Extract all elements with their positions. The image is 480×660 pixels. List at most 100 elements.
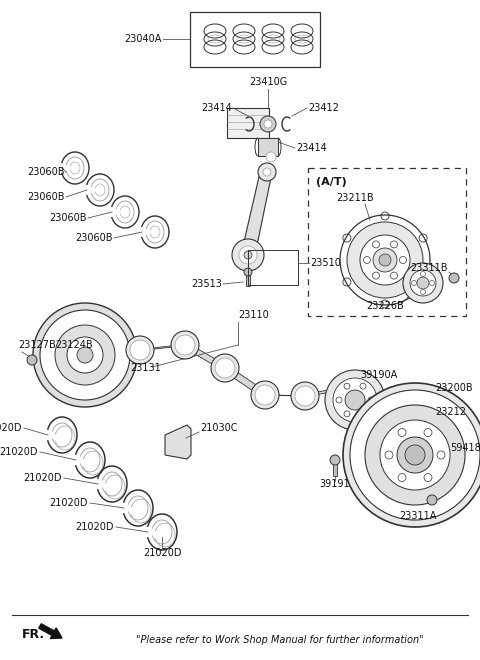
Circle shape [33, 303, 137, 407]
Circle shape [360, 235, 410, 285]
Circle shape [380, 420, 450, 490]
Circle shape [264, 120, 272, 128]
Circle shape [295, 386, 315, 406]
Bar [258, 138, 278, 156]
Circle shape [379, 254, 391, 266]
Text: 21020D: 21020D [24, 473, 62, 483]
Text: 23212: 23212 [435, 407, 466, 417]
Circle shape [336, 397, 342, 403]
Circle shape [266, 152, 276, 162]
Text: 23410G: 23410G [249, 77, 287, 87]
Circle shape [427, 495, 437, 505]
Bar [246, 272, 250, 286]
Circle shape [239, 246, 257, 264]
Text: 23124B: 23124B [55, 340, 93, 350]
Text: 23110: 23110 [238, 310, 269, 320]
Circle shape [398, 428, 406, 436]
Polygon shape [241, 168, 273, 255]
Text: 23060B: 23060B [27, 192, 65, 202]
Text: 23311A: 23311A [399, 511, 437, 521]
Circle shape [350, 390, 480, 520]
Circle shape [372, 272, 380, 279]
Text: 23226B: 23226B [366, 301, 404, 311]
Polygon shape [299, 387, 354, 396]
Text: 23311B: 23311B [410, 263, 448, 273]
Circle shape [410, 270, 436, 296]
Circle shape [77, 347, 93, 363]
Circle shape [171, 331, 199, 359]
Text: 39191: 39191 [320, 479, 350, 489]
Circle shape [420, 290, 425, 294]
Polygon shape [179, 345, 231, 368]
Circle shape [449, 273, 459, 283]
Text: (A/T): (A/T) [316, 177, 347, 187]
Circle shape [175, 335, 195, 355]
Polygon shape [134, 345, 191, 350]
Circle shape [325, 370, 385, 430]
Circle shape [255, 385, 275, 405]
Circle shape [398, 473, 406, 482]
Circle shape [397, 437, 433, 473]
Circle shape [291, 382, 319, 410]
Circle shape [215, 358, 235, 378]
Text: 23060B: 23060B [27, 167, 65, 177]
Circle shape [344, 411, 350, 417]
Circle shape [244, 268, 252, 276]
Text: 21020D: 21020D [0, 423, 22, 433]
Text: 21020D: 21020D [0, 447, 38, 457]
Text: 21020D: 21020D [49, 498, 88, 508]
Polygon shape [259, 395, 311, 396]
Text: 21020D: 21020D [75, 522, 114, 532]
Circle shape [40, 310, 130, 400]
Text: 23414: 23414 [296, 143, 327, 153]
Bar [333, 460, 337, 476]
Circle shape [399, 257, 407, 263]
Circle shape [372, 241, 380, 248]
Circle shape [330, 455, 340, 465]
Circle shape [363, 257, 371, 263]
Circle shape [130, 340, 150, 360]
Bar [190, 12, 320, 67]
Circle shape [391, 241, 397, 248]
Circle shape [258, 163, 276, 181]
Circle shape [430, 280, 434, 286]
Text: 23510: 23510 [310, 258, 341, 268]
Text: 23060B: 23060B [75, 233, 113, 243]
Circle shape [333, 378, 377, 422]
Circle shape [405, 445, 425, 465]
Circle shape [347, 222, 423, 298]
Circle shape [232, 239, 264, 271]
Text: FR.: FR. [22, 628, 45, 642]
Circle shape [360, 411, 366, 417]
Circle shape [368, 397, 374, 403]
Circle shape [424, 473, 432, 482]
Circle shape [385, 451, 393, 459]
Text: 59418: 59418 [450, 443, 480, 453]
Text: "Please refer to Work Shop Manual for further information": "Please refer to Work Shop Manual for fu… [136, 635, 424, 645]
Text: 23131: 23131 [130, 363, 161, 373]
Circle shape [334, 373, 362, 401]
Circle shape [345, 390, 365, 410]
Circle shape [344, 383, 350, 389]
Text: 39190A: 39190A [360, 370, 397, 380]
Circle shape [67, 337, 103, 373]
Text: 23200B: 23200B [435, 383, 473, 393]
Circle shape [420, 271, 425, 277]
Circle shape [260, 116, 276, 132]
Circle shape [365, 405, 465, 505]
Circle shape [391, 272, 397, 279]
Text: 23060B: 23060B [49, 213, 87, 223]
Text: 23513: 23513 [191, 279, 222, 289]
Text: 23211B: 23211B [336, 193, 374, 203]
Circle shape [403, 263, 443, 303]
Text: 21020D: 21020D [143, 548, 181, 558]
Circle shape [343, 383, 480, 527]
FancyArrow shape [39, 624, 62, 638]
Circle shape [244, 251, 252, 259]
Circle shape [55, 325, 115, 385]
Polygon shape [165, 425, 191, 459]
Bar [227, 108, 269, 138]
Circle shape [126, 336, 154, 364]
Circle shape [424, 428, 432, 436]
Circle shape [417, 277, 429, 289]
